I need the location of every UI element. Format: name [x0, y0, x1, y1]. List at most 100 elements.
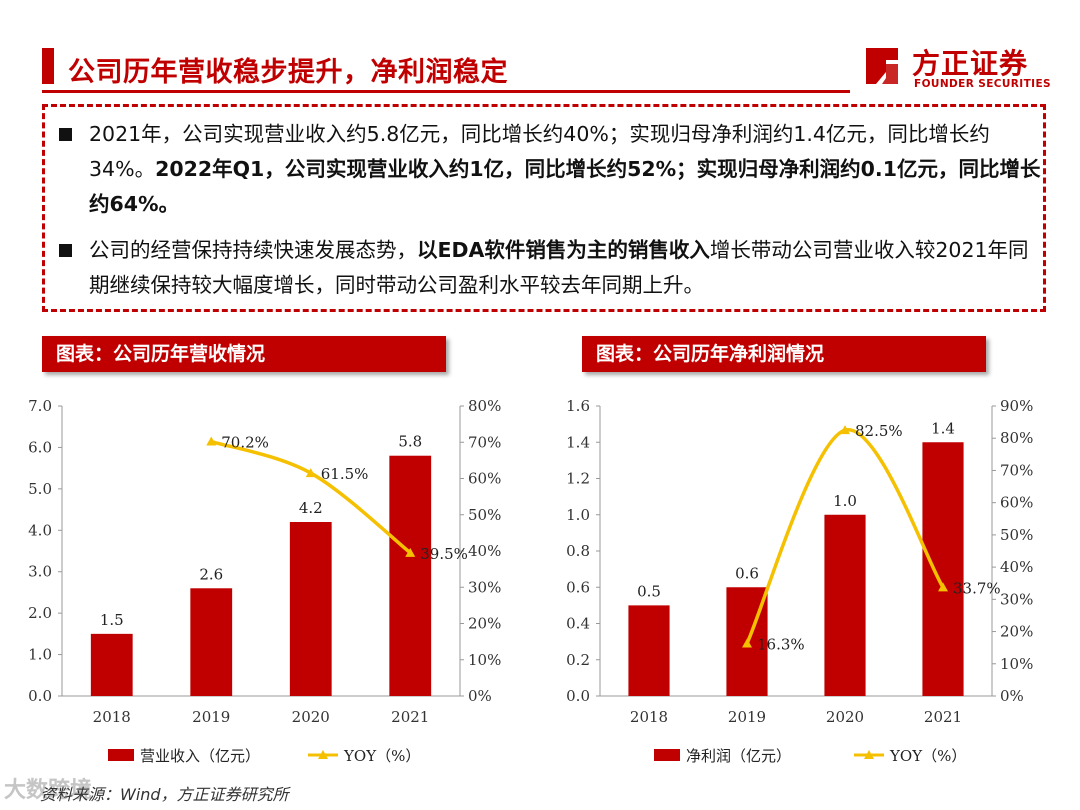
- bar-value-label: 4.2: [299, 499, 323, 517]
- x-tick-label: 2020: [826, 708, 864, 726]
- y2-tick-label: 50%: [1000, 526, 1033, 544]
- y-tick-label: 1.4: [566, 433, 590, 451]
- logo-name-cn: 方正证券: [912, 47, 1029, 80]
- yoy-marker: [305, 468, 316, 478]
- bar-value-label: 1.5: [100, 611, 124, 629]
- title-accent-bar: [42, 48, 54, 84]
- x-tick-label: 2019: [728, 708, 766, 726]
- bar-value-label: 0.5: [637, 582, 661, 600]
- y2-tick-label: 50%: [468, 506, 501, 524]
- yoy-marker: [938, 582, 948, 592]
- bar-value-label: 1.4: [931, 419, 955, 437]
- y-tick-label: 0.6: [566, 578, 590, 596]
- bar-value-label: 1.0: [833, 492, 857, 510]
- legend-line-label: YOY（%）: [889, 747, 966, 765]
- y2-tick-label: 0%: [1000, 687, 1024, 705]
- source-note: 资料来源：Wind，方正证券研究所: [40, 785, 289, 804]
- left-chart-header: 图表：公司历年营收情况: [42, 336, 446, 372]
- y-tick-label: 7.0: [28, 397, 52, 415]
- summary-box: 2021年，公司实现营业收入约5.8亿元，同比增长约40%；实现归母净利润约1.…: [42, 104, 1046, 312]
- yoy-marker: [840, 425, 850, 435]
- x-tick-label: 2018: [93, 708, 131, 726]
- bar-value-label: 5.8: [398, 433, 422, 451]
- title-divider: [42, 90, 850, 93]
- bar-value-label: 0.6: [735, 564, 759, 582]
- y-tick-label: 6.0: [28, 438, 52, 456]
- y2-tick-label: 0%: [468, 687, 492, 705]
- bullet1-bold-text: 2022年Q1，公司实现营业收入约1亿，同比增长约52%；实现归母净利润约0.1…: [89, 157, 1041, 216]
- x-tick-label: 2021: [924, 708, 962, 726]
- y2-tick-label: 60%: [1000, 494, 1033, 512]
- y-tick-label: 0.2: [566, 651, 590, 669]
- legend-line-marker: [318, 750, 328, 759]
- y2-tick-label: 10%: [468, 651, 501, 669]
- bullet1-text: 2021年，公司实现营业收入约5.8亿元，同比增长约40%；实现归母净利润约1.…: [89, 122, 990, 181]
- bar: [824, 514, 866, 696]
- y-tick-label: 0.8: [566, 542, 590, 560]
- legend-line-label: YOY（%）: [343, 747, 420, 765]
- y-tick-label: 4.0: [28, 521, 52, 539]
- yoy-marker: [742, 638, 752, 648]
- x-tick-label: 2021: [391, 708, 429, 726]
- y2-tick-label: 40%: [468, 542, 501, 560]
- y2-tick-label: 70%: [468, 433, 501, 451]
- bar: [289, 522, 332, 696]
- y2-tick-label: 60%: [468, 470, 501, 488]
- y-tick-label: 0.0: [566, 687, 590, 705]
- bar: [190, 588, 233, 696]
- founder-logo-icon: [866, 48, 898, 84]
- y-tick-label: 0.4: [566, 615, 590, 633]
- yoy-marker: [405, 547, 416, 557]
- y-tick-label: 1.6: [566, 397, 590, 415]
- yoy-value-label: 70.2%: [221, 434, 269, 452]
- bar: [90, 633, 133, 696]
- net-profit-chart: 0.0 0.2 0.4 0.6 0.8 1.0 1.2 1.4 1.6 0% 10% 20% 30% 40…: [566, 397, 1033, 765]
- legend-bar-swatch: [108, 749, 134, 761]
- x-tick-label: 2018: [630, 708, 668, 726]
- legend-bar-swatch: [654, 749, 680, 761]
- bullet2-text-a: 公司的经营保持持续快速发展态势，: [89, 238, 417, 262]
- y2-tick-label: 30%: [1000, 590, 1033, 608]
- legend-line-marker: [864, 750, 874, 759]
- y2-tick-label: 20%: [468, 615, 501, 633]
- y-tick-label: 0.0: [28, 687, 52, 705]
- y-tick-label: 1.0: [566, 506, 590, 524]
- y2-tick-label: 20%: [1000, 623, 1033, 641]
- right-chart-header: 图表：公司历年净利润情况: [582, 336, 986, 372]
- page-title: 公司历年营收稳步提升，净利润稳定: [68, 57, 508, 88]
- yoy-value-label: 39.5%: [420, 545, 468, 563]
- y-tick-label: 1.0: [28, 646, 52, 664]
- y2-tick-label: 40%: [1000, 558, 1033, 576]
- y2-tick-label: 90%: [1000, 397, 1033, 415]
- yoy-value-label: 33.7%: [953, 579, 1001, 597]
- y-tick-label: 2.0: [28, 604, 52, 622]
- y-tick-label: 5.0: [28, 480, 52, 498]
- yoy-marker: [206, 436, 217, 446]
- bar: [389, 455, 432, 696]
- logo-name-en: FOUNDER SECURITIES: [914, 78, 1052, 90]
- y2-tick-label: 10%: [1000, 655, 1033, 673]
- legend-bar-label: 营业收入（亿元）: [140, 747, 260, 765]
- y-tick-label: 3.0: [28, 563, 52, 581]
- y2-tick-label: 80%: [1000, 429, 1033, 447]
- x-tick-label: 2019: [192, 708, 230, 726]
- yoy-value-label: 61.5%: [321, 465, 369, 483]
- y2-tick-label: 80%: [468, 397, 501, 415]
- bar: [922, 442, 964, 696]
- y-tick-label: 1.2: [566, 470, 590, 488]
- x-tick-label: 2020: [292, 708, 330, 726]
- bar-value-label: 2.6: [199, 565, 223, 583]
- bar: [628, 605, 670, 696]
- y2-tick-label: 30%: [468, 578, 501, 596]
- revenue-chart: 0.0 1.0 2.0 3.0 4.0 5.0 6.0 7.0 0% 10% 20% 30% 40% 50…: [28, 397, 501, 765]
- bullet-square-icon: [59, 128, 72, 141]
- yoy-value-label: 82.5%: [855, 422, 903, 440]
- bullet-square-icon: [59, 244, 72, 257]
- yoy-value-label: 16.3%: [757, 635, 805, 653]
- bullet2-bold-text: 以EDA软件销售为主的销售收入: [417, 238, 710, 262]
- y2-tick-label: 70%: [1000, 461, 1033, 479]
- company-logo: 方正证券 FOUNDER SECURITIES: [862, 42, 1052, 94]
- watermark-text: 大数跨境: [4, 778, 93, 803]
- bullet2-text-b: 增长带动公司营业收入较2021年同期继续保持较大幅度增长，同时带动公司盈利水平较…: [89, 238, 1029, 297]
- legend-bar-label: 净利润（亿元）: [686, 747, 791, 765]
